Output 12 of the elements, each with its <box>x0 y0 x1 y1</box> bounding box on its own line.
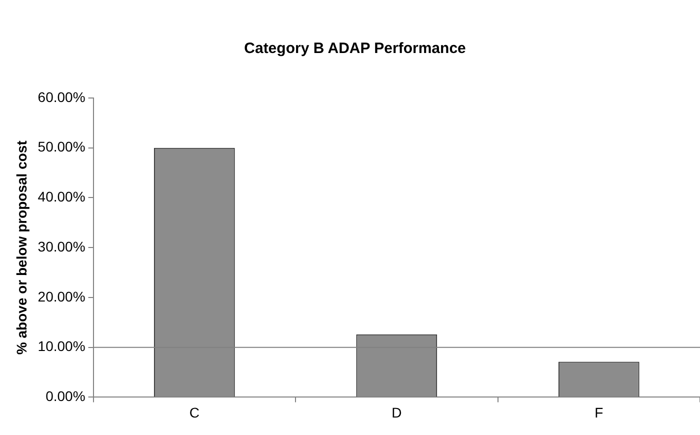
y-axis-title: % above or below proposal cost <box>13 140 30 355</box>
y-tick-label: 60.00% <box>38 88 86 105</box>
y-tick-label: 10.00% <box>38 338 86 354</box>
x-tick-label: D <box>392 404 402 420</box>
y-tick-label: 40.00% <box>38 188 86 205</box>
chart-title: Category B ADAP Performance <box>244 40 466 58</box>
x-tick-label: C <box>189 404 200 420</box>
x-tick-label: F <box>594 404 604 420</box>
y-tick-label: 20.00% <box>38 288 86 304</box>
y-tick-label: 50.00% <box>38 138 86 155</box>
y-tick-label: 0.00% <box>46 388 86 404</box>
y-tick-label: 30.00% <box>38 238 86 254</box>
